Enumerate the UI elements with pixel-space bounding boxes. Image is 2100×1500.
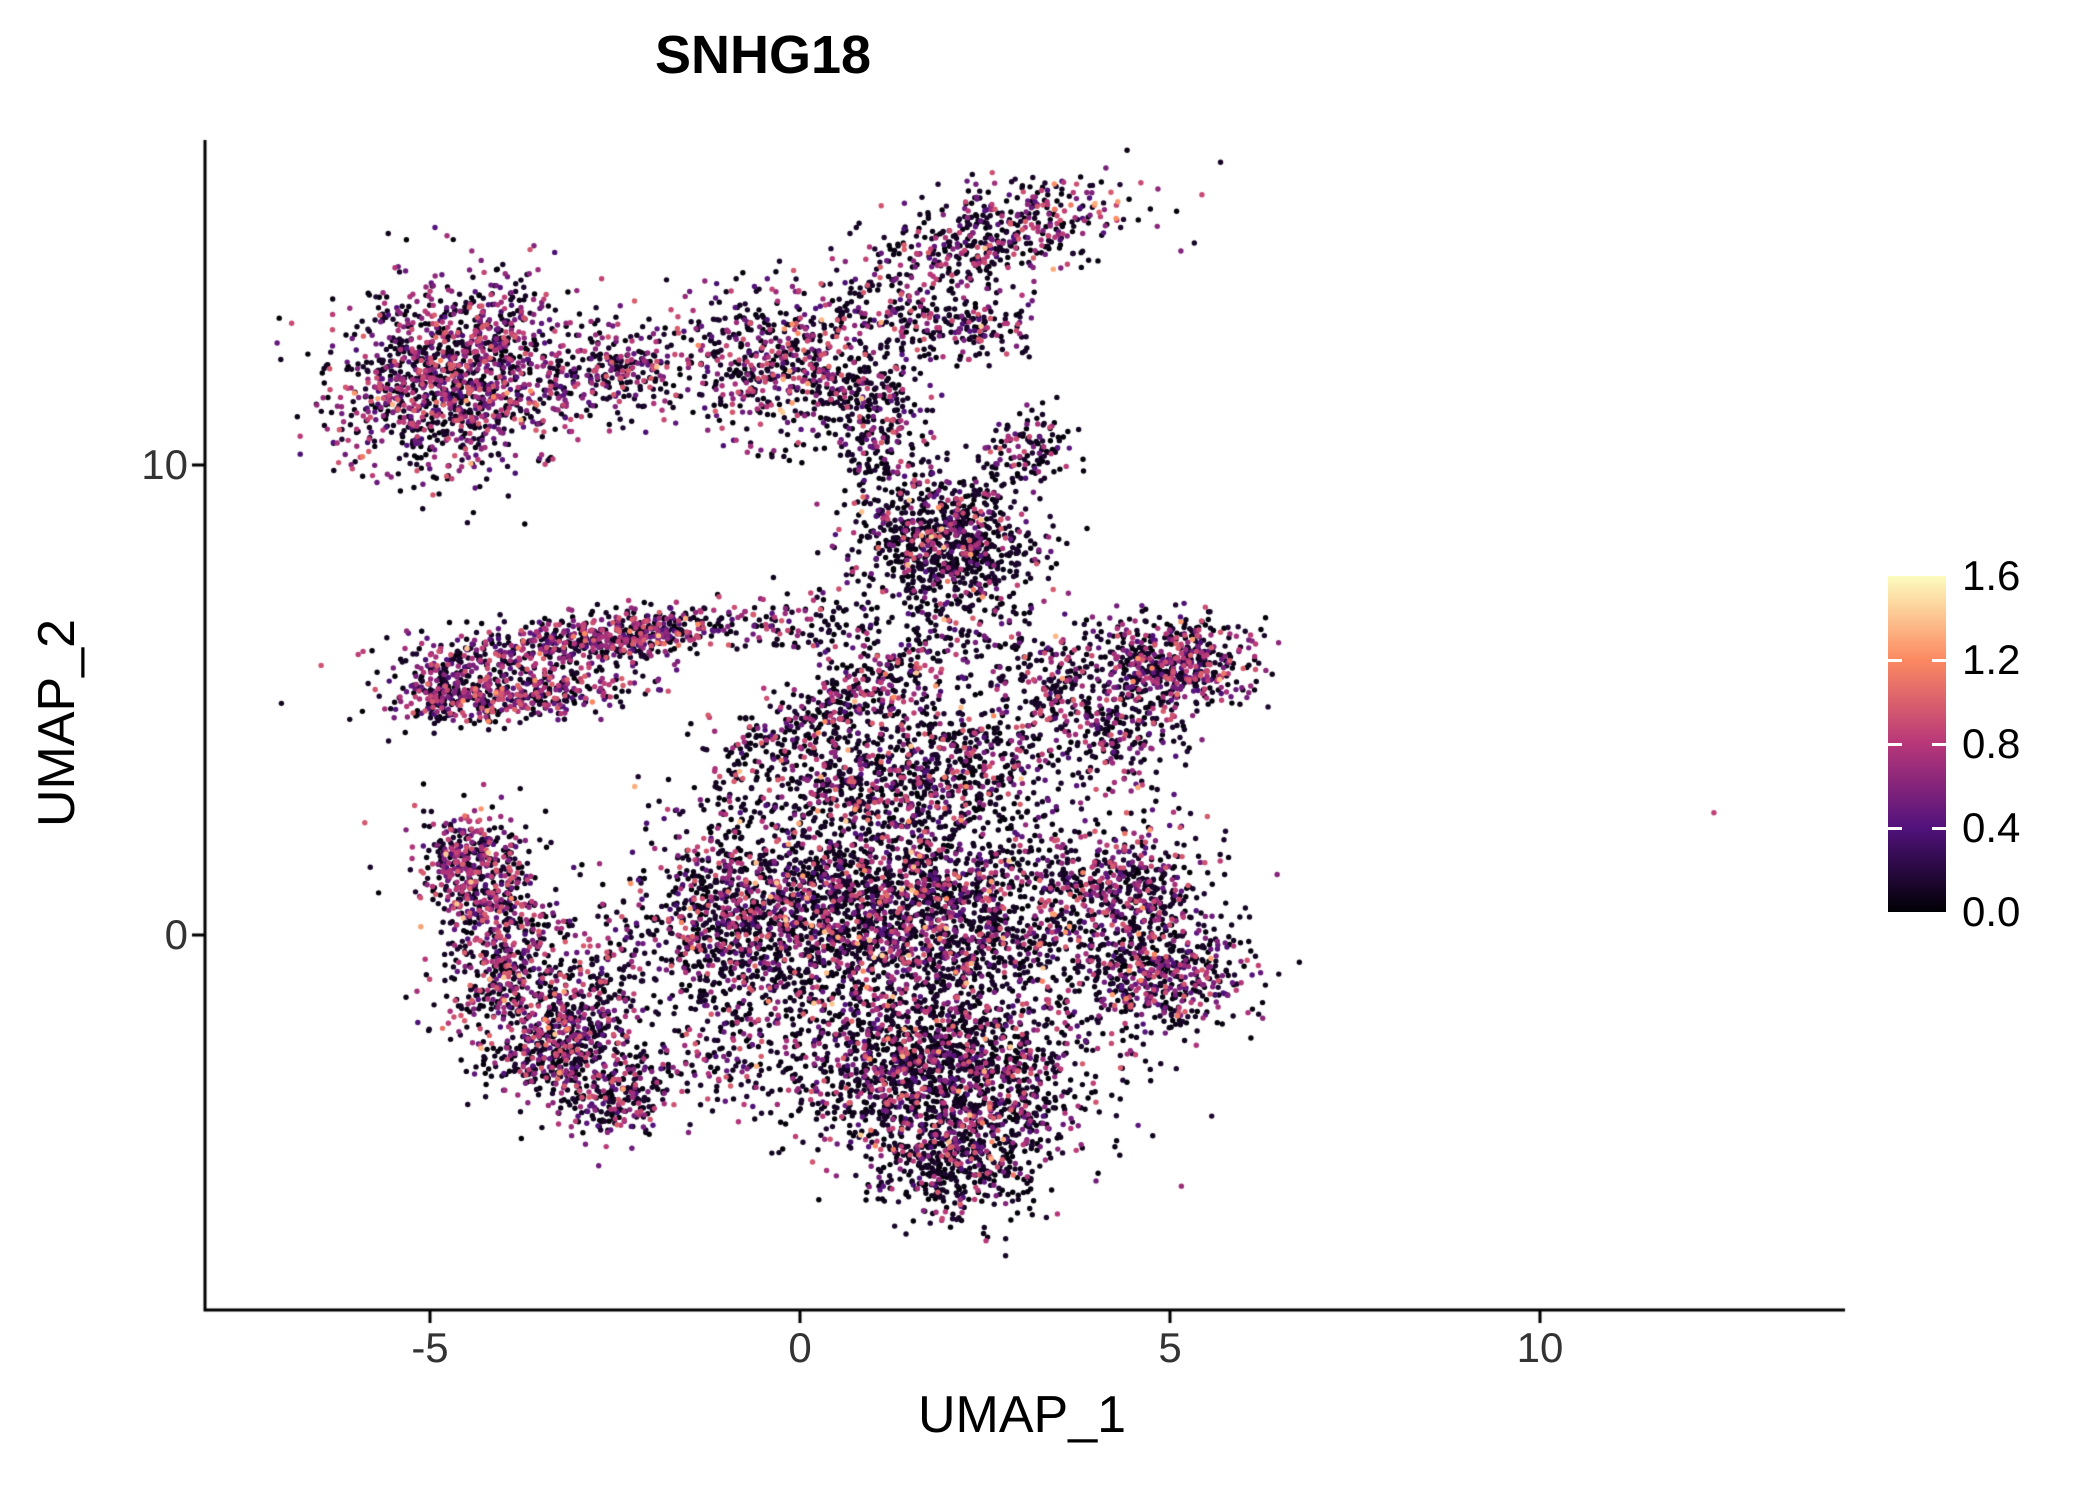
colorbar-tick-label: 0.8: [1962, 720, 2021, 767]
colorbar-tick-mark: [1888, 826, 1902, 830]
colorbar-tick-label: 1.6: [1962, 552, 2021, 599]
colorbar-gradient: [1888, 576, 1946, 912]
colorbar-tick-mark: [1932, 742, 1946, 746]
y-tick-label: 10: [141, 441, 188, 488]
colorbar-tick-mark: [1932, 826, 1946, 830]
colorbar-tick-label: 1.2: [1962, 636, 2021, 683]
y-tick-label: 0: [164, 911, 188, 958]
y-axis-label: UMAP_2: [28, 618, 86, 828]
x-tick-label: -5: [411, 1324, 449, 1371]
x-tick-label: 5: [1158, 1324, 1182, 1371]
x-axis-label: UMAP_1: [917, 1386, 1127, 1444]
colorbar-tick-mark: [1888, 742, 1902, 746]
colorbar-tick-label: 0.4: [1962, 804, 2021, 851]
x-tick-label: 10: [1516, 1324, 1564, 1371]
colorbar-tick-mark: [1932, 658, 1946, 662]
colorbar-tick-label: 0.0: [1962, 888, 2021, 935]
colorbar-tick-mark: [1888, 658, 1902, 662]
plot-title: SNHG18: [654, 25, 872, 85]
x-tick-label: 0: [788, 1324, 812, 1371]
